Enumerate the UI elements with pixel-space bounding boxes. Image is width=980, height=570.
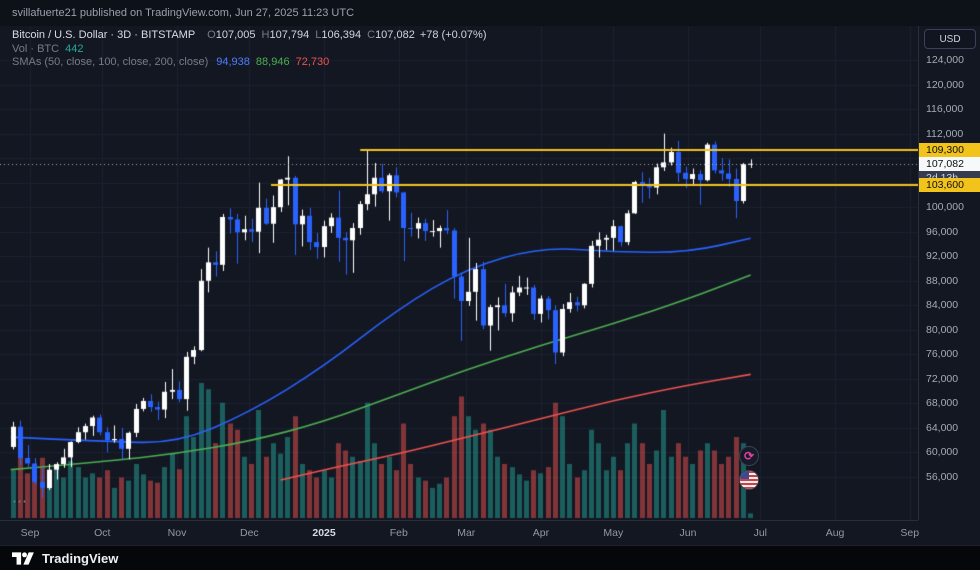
close-label: C <box>367 29 376 41</box>
us-flag-event-icon[interactable] <box>739 470 759 490</box>
tradingview-logo-icon[interactable] <box>12 551 34 565</box>
volume-value: 442 <box>65 42 84 55</box>
price-tick-label: 112,000 <box>926 127 964 140</box>
change-value: +78 (+0.07%) <box>419 29 487 41</box>
price-tick-label: 116,000 <box>926 103 964 116</box>
time-tick-label: Oct <box>94 527 111 539</box>
time-tick-label: Sep <box>20 527 40 539</box>
sma200-value: 72,730 <box>295 56 330 68</box>
close-value: 107,082 <box>375 29 415 41</box>
price-axis[interactable]: USD 56,000 60,000 64,000 68,000 72,000 76,000… <box>918 26 980 520</box>
sma50-value: 94,938 <box>216 56 250 68</box>
price-tick-label: 84,000 <box>926 299 959 312</box>
time-tick-label: 2025 <box>312 527 336 539</box>
currency-usd-button[interactable]: USD <box>924 29 976 49</box>
price-label-current: 107,082 <box>919 156 980 171</box>
flag-canton <box>740 471 749 479</box>
refresh-glyph: ⟳ <box>743 449 755 463</box>
price-tick-label: 100,000 <box>926 201 964 214</box>
event-markers: ⟳ <box>739 446 759 494</box>
volume-label: Vol · BTC <box>12 42 60 55</box>
refresh-event-icon[interactable]: ⟳ <box>739 446 759 466</box>
footer: TradingView <box>0 545 980 570</box>
topbar: svillafuerte21 published on TradingView.… <box>0 0 980 26</box>
price-tick-label: 124,000 <box>926 54 964 66</box>
time-tick-label: Dec <box>239 527 259 539</box>
time-tick-label: Jul <box>753 527 768 539</box>
price-tick-label: 92,000 <box>926 250 959 263</box>
price-tick-label: 96,000 <box>926 225 959 238</box>
price-tick-label: 60,000 <box>926 446 959 459</box>
time-tick-label: Sep <box>900 527 920 539</box>
price-tick-label: 56,000 <box>926 471 959 483</box>
time-tick-label: Nov <box>167 527 187 539</box>
price-label-level-low: 103,600 <box>919 178 980 193</box>
low-label: L <box>315 29 322 41</box>
time-axis[interactable]: Sep Oct Nov Dec 2025 Feb Mar Apr May Jun Jul Aug Sep <box>0 520 920 546</box>
topbar-publish-text: svillafuerte21 published on TradingView.… <box>12 7 355 19</box>
time-tick-label: Apr <box>532 527 550 539</box>
open-label: O <box>207 29 216 41</box>
legend-overflow-ellipsis[interactable]: ⋯ <box>12 493 27 510</box>
price-tick-label: 68,000 <box>926 397 959 410</box>
price-label-level-high: 109,300 <box>919 143 980 158</box>
chart-area: Bitcoin / U.S. Dollar · 3D · BITSTAMP O10… <box>0 26 980 545</box>
time-tick-label: Mar <box>457 527 476 539</box>
high-value: 107,794 <box>269 29 310 41</box>
time-tick-label: Feb <box>389 527 408 539</box>
price-tick-label: 88,000 <box>926 274 959 287</box>
tradingview-brand-link[interactable]: TradingView <box>42 550 119 566</box>
time-tick-label: May <box>603 527 624 539</box>
time-tick-label: Aug <box>825 527 845 539</box>
time-tick-label: Jun <box>679 527 697 539</box>
price-tick-label: 76,000 <box>926 348 959 361</box>
sma100-value: 88,946 <box>255 56 290 68</box>
open-value: 107,005 <box>215 29 256 41</box>
low-value: 106,394 <box>321 29 362 41</box>
high-label: H <box>261 29 270 41</box>
price-tick-label: 72,000 <box>926 372 959 385</box>
smas-label: SMAs (50, close, 100, close, 200, close) <box>12 56 209 68</box>
price-tick-label: 120,000 <box>926 78 964 91</box>
symbol-title[interactable]: Bitcoin / U.S. Dollar · 3D · BITSTAMP <box>12 29 196 41</box>
price-tick-label: 80,000 <box>926 323 959 336</box>
price-chart-canvas[interactable] <box>0 26 918 520</box>
price-tick-label: 64,000 <box>926 421 959 434</box>
chart-legend: Bitcoin / U.S. Dollar · 3D · BITSTAMP O10… <box>12 29 486 70</box>
